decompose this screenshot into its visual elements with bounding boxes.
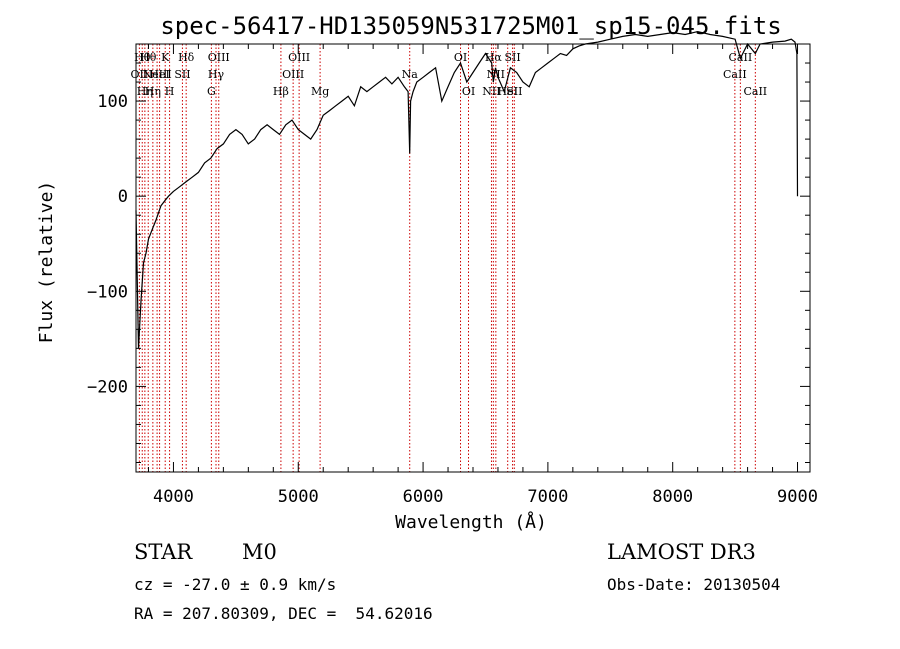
line-marker-label: K [161,51,170,64]
spectrum-series-line [135,30,799,349]
x-tick-label: 5000 [278,487,319,507]
x-tick-label: 7000 [527,487,568,507]
chart-title: spec-56417-HD135059N531725M01_sp15-045.f… [160,12,781,40]
line-marker-label: Hθ [140,51,157,64]
line-marker-label: CaII [723,68,747,81]
line-marker-label: Hβ [273,85,289,98]
survey-name: LAMOST DR3 [607,540,756,564]
line-marker-label: Hγ [208,68,225,81]
line-marker-label: Hη [145,85,161,98]
line-marker-label: H [165,85,175,98]
y-tick-label: −100 [87,282,128,302]
y-tick-label: 0 [118,187,128,207]
line-marker-label: HeI [149,68,169,81]
axis-ticks: 4000 5000 6000 7000 8000 9000 −200 −100 0 100 [87,43,818,507]
line-marker-label: NeIII [143,68,172,81]
object-class: STAR [134,540,193,564]
line-marker-label: NII [487,68,505,81]
line-marker-label: Mg [311,85,329,98]
line-marker-label: OI [454,51,467,64]
y-tick-label: 100 [97,92,128,112]
line-marker-label: Na [402,68,419,81]
line-marker-label: OI [462,85,475,98]
x-axis-label: Wavelength (Å) [395,511,547,533]
line-marker-label: SII [506,85,522,98]
observation-date: Obs-Date: 20130504 [607,575,781,594]
line-marker-label: Hη [137,85,153,98]
x-tick-label: 9000 [777,487,818,507]
line-marker-label: Hδ [178,51,195,64]
redshift-text: cz = -27.0 ± 0.9 km/s [134,575,337,594]
x-tick-label: 8000 [652,487,693,507]
line-marker-label: G [207,85,216,98]
line-marker-label: OIII [282,68,304,81]
line-marker-label: SII [174,68,190,81]
line-marker-label: NII [482,85,500,98]
line-marker-label: Hα [485,51,503,64]
x-tick-label: 4000 [153,487,194,507]
line-marker-label: OIII [208,51,230,64]
line-marker-label: OII [131,68,149,81]
line-markers [138,44,756,472]
y-axis-label: Flux (relative) [36,181,57,344]
line-marker-label: SII [504,51,520,64]
plot-frame [135,43,811,473]
coordinates-text: RA = 207.80309, DEC = 54.62016 [134,604,433,623]
y-tick-label: −200 [87,377,128,397]
line-marker-label: CaII [743,85,767,98]
line-marker-label: OIII [288,51,310,64]
line-marker-label: Hθ [134,51,151,64]
object-subclass: M0 [242,540,277,564]
x-tick-label: 6000 [403,487,444,507]
